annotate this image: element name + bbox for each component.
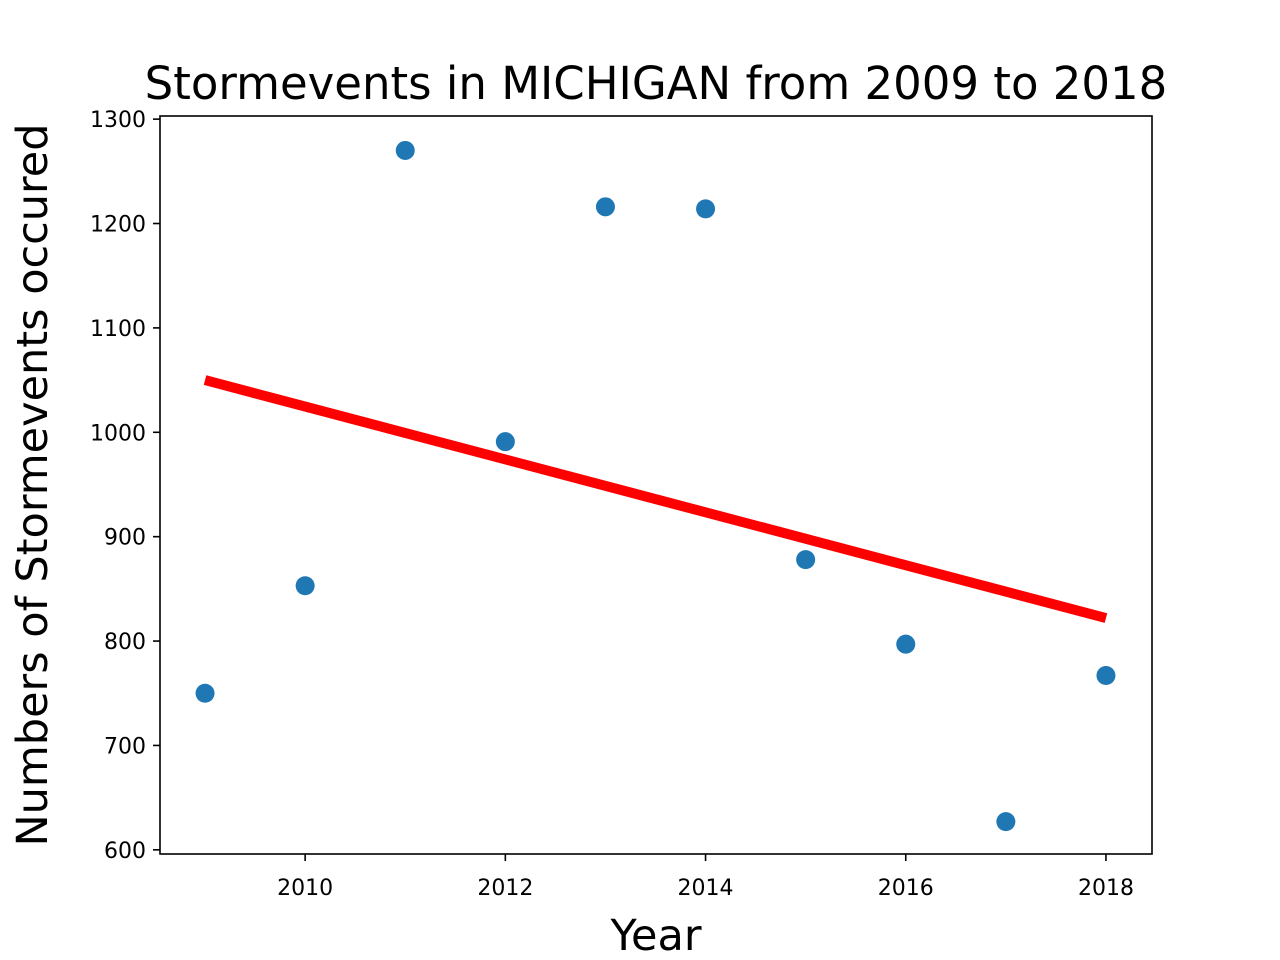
y-tick-label: 700 bbox=[104, 734, 146, 759]
x-tick-label: 2014 bbox=[678, 876, 734, 901]
plot-area: 2010 2012 2014 2016 2018 600 700 800 900 1000 1100… bbox=[90, 108, 1153, 901]
scatter-point bbox=[996, 812, 1016, 832]
x-tick-label: 2018 bbox=[1078, 876, 1134, 901]
scatter-point bbox=[595, 197, 615, 217]
scatter-point bbox=[896, 634, 916, 654]
scatter-point bbox=[1096, 666, 1116, 686]
scatter-point bbox=[395, 140, 415, 160]
scatter-point bbox=[495, 432, 515, 452]
x-tick-label: 2012 bbox=[477, 876, 533, 901]
x-tick-label: 2016 bbox=[878, 876, 934, 901]
y-tick-label: 1300 bbox=[90, 108, 146, 133]
scatter-point bbox=[696, 199, 716, 219]
trend-line bbox=[203, 375, 1108, 623]
axes-frame bbox=[159, 115, 1153, 855]
chart-title: Stormevents in MICHIGAN from 2009 to 201… bbox=[145, 57, 1168, 110]
y-tick-label: 900 bbox=[104, 526, 146, 551]
y-tick-label: 1000 bbox=[90, 421, 146, 446]
y-tick-label: 1200 bbox=[90, 213, 146, 238]
scatter-point bbox=[195, 683, 215, 703]
y-tick-label: 800 bbox=[104, 630, 146, 655]
y-tick-label: 600 bbox=[104, 839, 146, 864]
x-axis-label: Year bbox=[609, 911, 701, 960]
scatter-point bbox=[295, 576, 315, 596]
y-axis-label: Numbers of Stormevents occured bbox=[8, 123, 58, 846]
x-tick-label: 2010 bbox=[277, 876, 333, 901]
scatter-point bbox=[796, 550, 816, 570]
y-tick-label: 1100 bbox=[90, 317, 146, 342]
